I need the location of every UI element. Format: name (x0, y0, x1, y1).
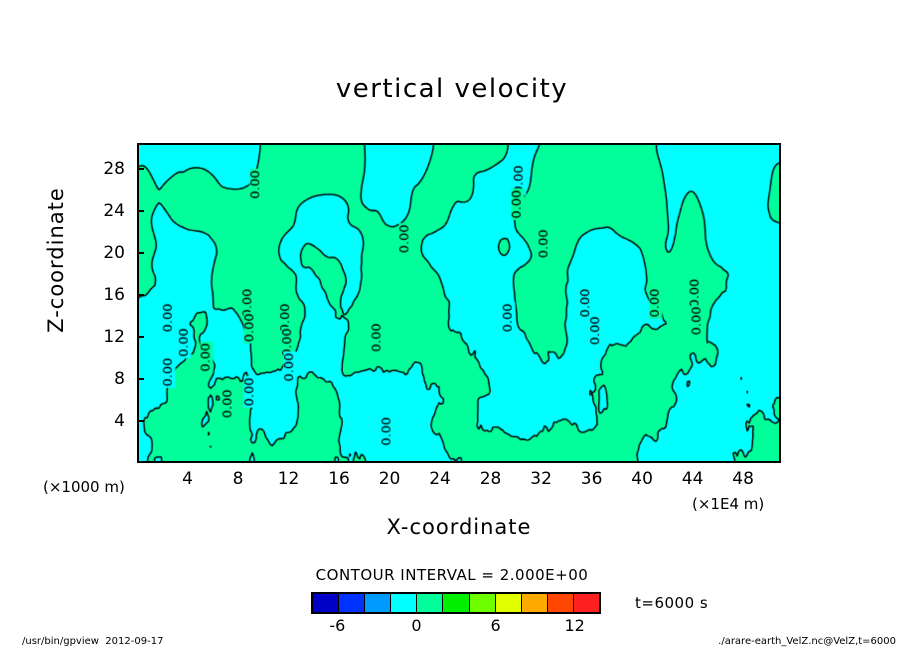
contour-interval-label: CONTOUR INTERVAL = 2.000E+00 (315, 566, 589, 584)
contour-plot-canvas (139, 145, 779, 461)
x-axis-title: X-coordinate (386, 515, 532, 539)
footer-source-text: ./arare-earth_VelZ.nc@VelZ,t=6000 (718, 636, 896, 647)
y-axis-title: Z-coordinate (44, 187, 68, 333)
x-tick-label: 44 (681, 469, 704, 489)
colorbar (311, 592, 601, 614)
y-tick-mark (137, 252, 144, 255)
y-tick-label: 8 (114, 369, 125, 390)
colorbar-color-cell (573, 594, 600, 612)
y-tick-mark (137, 210, 144, 213)
y-tick-mark (137, 336, 144, 339)
time-label: t=6000 s (635, 594, 709, 612)
x-axis-unit-label: (×1E4 m) (692, 495, 765, 513)
x-tick-label: 16 (328, 469, 350, 489)
x-tick-label: 28 (479, 469, 502, 489)
page-title: vertical velocity (335, 74, 569, 104)
x-tick-label: 48 (732, 469, 754, 489)
colorbar-tick-label: 0 (411, 616, 422, 635)
y-tick-label: 16 (103, 285, 125, 306)
colorbar-tick-label: -6 (329, 616, 346, 635)
x-tick-label: 32 (530, 469, 552, 489)
colorbar-color-cell (339, 594, 366, 612)
y-tick-mark (137, 294, 144, 297)
colorbar-color-cell (443, 594, 470, 612)
y-tick-label: 24 (103, 201, 125, 222)
x-tick-label: 4 (182, 469, 193, 489)
colorbar-color-cell (417, 594, 444, 612)
y-tick-label: 12 (103, 327, 125, 348)
contour-plot-frame (137, 143, 781, 463)
colorbar-color-cell (365, 594, 392, 612)
colorbar-color-cell (495, 594, 522, 612)
y-axis-unit-label: (×1000 m) (43, 478, 125, 496)
y-tick-label: 4 (114, 411, 125, 432)
colorbar-tick-labels: -6 0 6 12 (311, 616, 601, 638)
y-tick-label: 28 (103, 159, 125, 180)
x-tick-label: 8 (232, 469, 244, 489)
colorbar-color-cell (521, 594, 548, 612)
colorbar-color-cell (391, 594, 418, 612)
y-tick-mark (137, 420, 144, 423)
colorbar-tick-label: 6 (490, 616, 501, 635)
colorbar-color-cell (313, 594, 340, 612)
colorbar-tick-label: 12 (564, 616, 585, 635)
footer-command-text: /usr/bin/gpview 2012-09-17 (22, 636, 164, 647)
colorbar-color-cell (469, 594, 496, 612)
y-tick-label: 20 (103, 243, 125, 264)
x-tick-label: 40 (631, 469, 653, 489)
x-tick-label: 12 (277, 469, 300, 489)
x-tick-label: 36 (580, 469, 603, 489)
x-tick-label: 24 (429, 469, 451, 489)
y-tick-mark (137, 378, 144, 381)
colorbar-color-cell (547, 594, 574, 612)
y-tick-mark (137, 168, 144, 171)
x-tick-label: 20 (378, 469, 401, 489)
